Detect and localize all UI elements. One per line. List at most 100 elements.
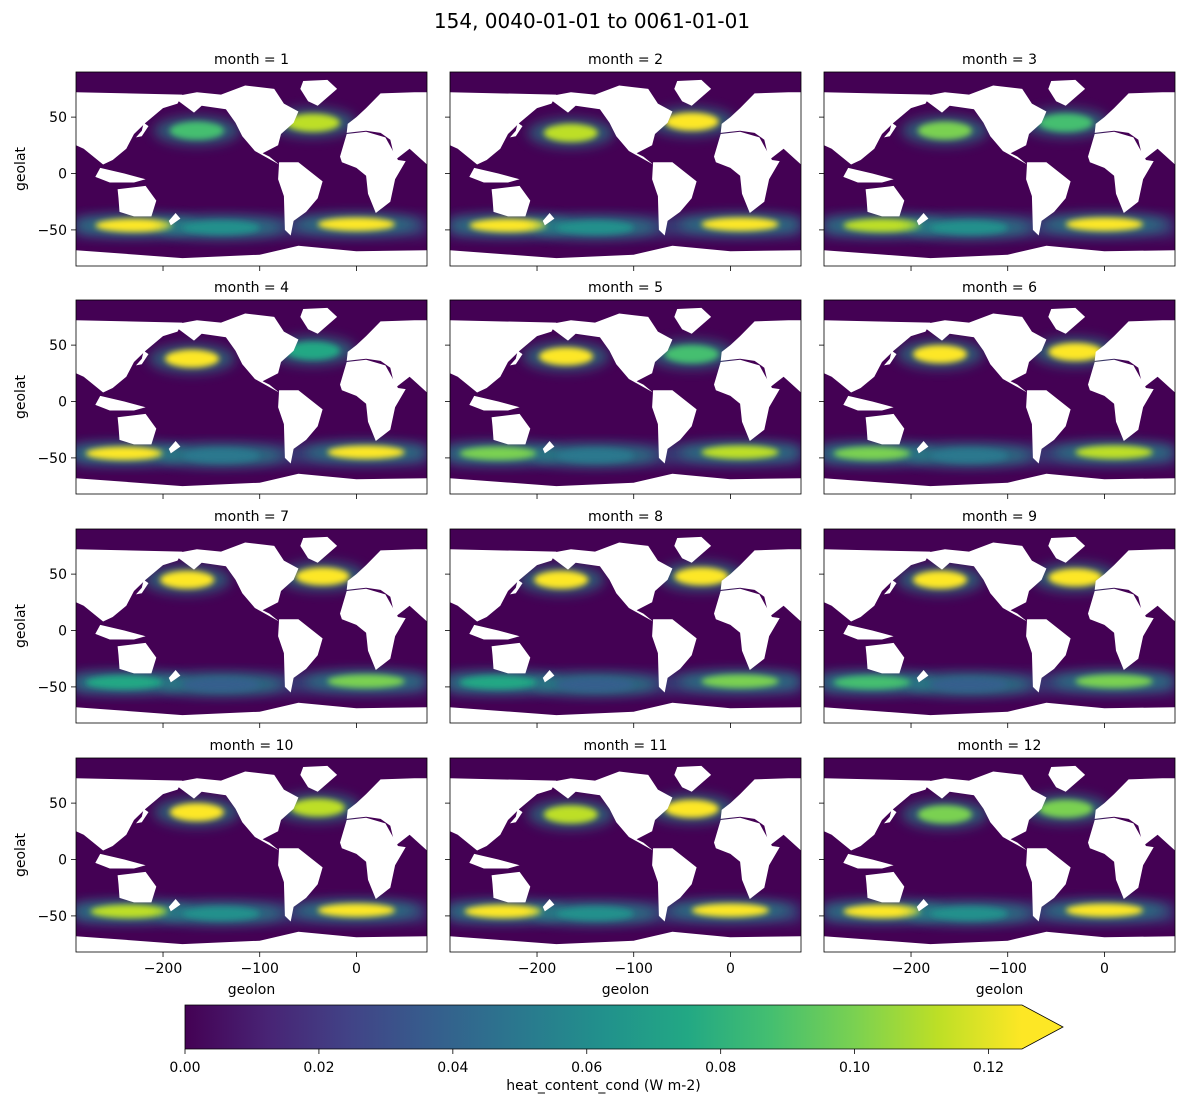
land-mask <box>542 213 555 226</box>
panel-month-5: month = 5 <box>445 280 802 499</box>
land-mask <box>491 642 531 674</box>
hotspot <box>1048 568 1103 587</box>
hotspot <box>469 218 547 233</box>
land-mask <box>95 167 146 183</box>
panel-month-8: month = 8 <box>445 509 802 728</box>
land-mask <box>865 413 905 445</box>
land-mask <box>920 85 1047 165</box>
land-mask <box>278 619 323 693</box>
x-tick-label: −100 <box>988 961 1026 977</box>
panel-month-12: month = 12 −200 −100 0 geolon <box>819 738 1176 998</box>
hotspot <box>543 123 598 142</box>
panel-month-11: month = 11 −200 −100 0 geolon <box>445 738 802 998</box>
land-mask <box>546 771 673 851</box>
colorbar-tick-label: 0.02 <box>303 1060 334 1076</box>
land-mask <box>824 549 931 622</box>
hotspot <box>664 799 719 818</box>
hotspot <box>556 448 634 463</box>
hotspot <box>1038 113 1093 132</box>
land-mask <box>920 542 1047 622</box>
land-mask <box>824 778 931 851</box>
hotspot <box>701 217 779 232</box>
panel-title: month = 2 <box>588 52 663 68</box>
land-mask <box>720 320 801 393</box>
hotspot <box>182 906 260 921</box>
land-mask <box>450 473 801 494</box>
hotspot <box>543 805 598 824</box>
hotspot <box>556 906 634 921</box>
panel-title: month = 4 <box>214 280 289 296</box>
land-mask <box>450 245 801 266</box>
colorbar-label: heat_content_cond (W m-2) <box>506 1078 700 1094</box>
land-mask <box>95 395 146 411</box>
land-mask <box>1088 131 1154 213</box>
hotspot <box>930 220 1008 235</box>
land-mask <box>168 899 181 912</box>
hotspot <box>534 570 589 589</box>
axes-frame <box>823 528 1176 724</box>
land-mask <box>76 320 183 393</box>
axes-frame <box>449 299 802 495</box>
land-mask <box>843 167 894 183</box>
x-axis-label: geolon <box>602 982 649 998</box>
land-mask <box>1094 320 1175 393</box>
hotspot <box>691 903 770 918</box>
land-mask <box>843 395 894 411</box>
land-mask <box>340 817 406 899</box>
panel-month-9: month = 9 <box>819 509 1176 728</box>
hotspot <box>917 805 972 824</box>
land-mask <box>450 778 557 851</box>
panel-month-4: month = 4 50 0 −50 geolat <box>13 280 428 499</box>
hotspot <box>182 448 260 463</box>
land-mask <box>884 122 897 138</box>
land-mask <box>450 320 557 393</box>
land-mask <box>720 549 801 622</box>
land-mask <box>1088 817 1154 899</box>
land-mask <box>1094 549 1175 622</box>
land-mask <box>916 213 929 226</box>
land-mask <box>652 390 697 464</box>
land-mask <box>824 92 931 165</box>
land-mask <box>674 765 712 792</box>
land-mask <box>450 549 557 622</box>
land-mask <box>652 848 697 922</box>
land-mask <box>340 359 406 441</box>
land-mask <box>510 350 523 366</box>
hotspot <box>285 341 340 360</box>
panel-title: month = 8 <box>588 509 663 525</box>
hotspot <box>833 446 912 461</box>
land-mask <box>714 359 780 441</box>
land-mask <box>346 92 427 165</box>
axes-frame <box>75 757 428 953</box>
hotspot <box>701 674 779 689</box>
hotspot <box>917 121 972 140</box>
hotspot <box>295 567 350 586</box>
land-mask <box>469 167 520 183</box>
y-tick-label: −50 <box>37 451 67 467</box>
hotspot <box>169 803 224 822</box>
x-axis-label: geolon <box>228 982 275 998</box>
land-mask <box>714 817 780 899</box>
hotspot <box>701 445 779 460</box>
figure-title: 154, 0040-01-01 to 0061-01-01 <box>434 9 750 33</box>
land-mask <box>168 213 181 226</box>
land-mask <box>95 624 146 640</box>
hotspot <box>664 345 719 364</box>
hotspot <box>327 674 405 689</box>
y-tick-label: 0 <box>58 624 67 640</box>
land-mask <box>1048 79 1086 106</box>
land-mask <box>117 185 157 217</box>
land-mask <box>865 642 905 674</box>
hotspot <box>164 349 220 368</box>
hotspot <box>843 218 921 233</box>
hotspot <box>95 218 173 233</box>
land-mask <box>920 313 1047 393</box>
y-tick-label: 50 <box>49 110 67 126</box>
land-mask <box>884 350 897 366</box>
land-mask <box>278 390 323 464</box>
hotspot <box>556 220 634 235</box>
land-mask <box>76 549 183 622</box>
hotspot <box>459 675 538 690</box>
hotspot <box>1075 445 1153 460</box>
land-mask <box>136 808 149 824</box>
